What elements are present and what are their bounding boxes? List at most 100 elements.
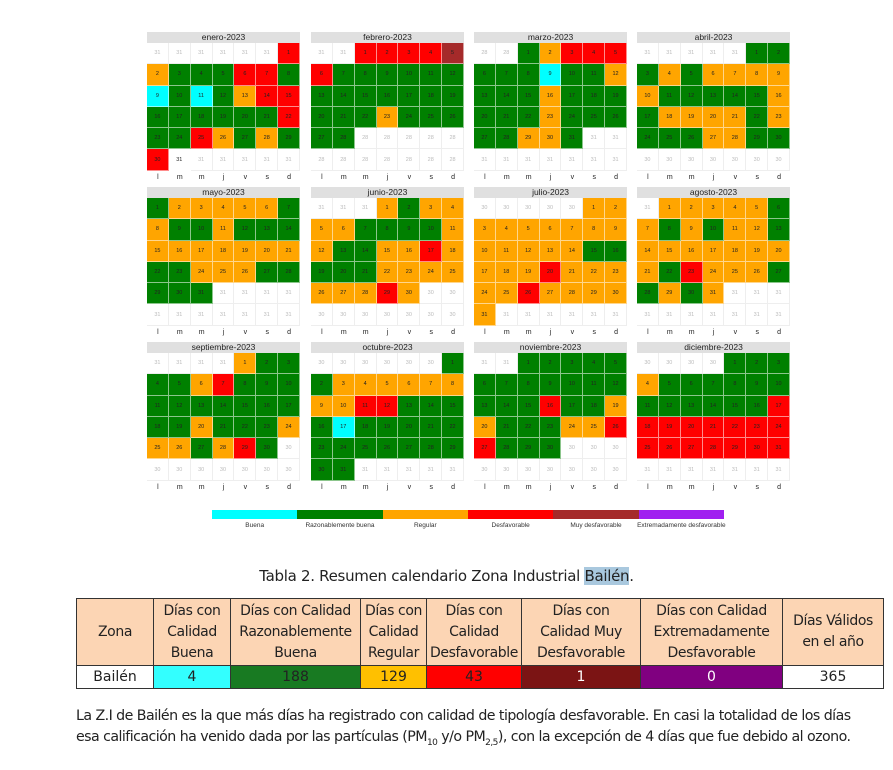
weekday-label: m bbox=[198, 328, 205, 336]
day-cell: 31 bbox=[474, 304, 496, 326]
empty-day-cell: 30 bbox=[583, 438, 606, 460]
day-cell: 24 bbox=[561, 106, 584, 129]
day-cell: 29 bbox=[746, 128, 769, 150]
day-cell: 16 bbox=[605, 240, 627, 262]
day-cell: 13 bbox=[680, 395, 703, 417]
day-cell: 10 bbox=[278, 374, 300, 396]
empty-day-cell: 31 bbox=[256, 283, 279, 305]
day-cell: 19 bbox=[376, 416, 399, 439]
day-cell: 11 bbox=[190, 85, 213, 107]
day-cell: 25 bbox=[724, 261, 747, 284]
day-cell: 9 bbox=[376, 64, 399, 86]
weekday-label: m bbox=[688, 173, 695, 181]
day-cell: 25 bbox=[442, 261, 464, 284]
day-cell: 26 bbox=[212, 128, 235, 150]
day-cell: 24 bbox=[702, 261, 725, 284]
day-cell: 15 bbox=[147, 240, 169, 262]
day-cell: 22 bbox=[354, 106, 377, 129]
weekday-label: v bbox=[243, 173, 248, 181]
day-cell: 20 bbox=[398, 416, 421, 439]
weekday-label: l bbox=[321, 328, 323, 336]
day-cell: 16 bbox=[539, 85, 562, 107]
month-panel: mayo-2023 1 2 3 4 5 6 7 8 9 10 11 12 13 14 15 16 17 18 19 20… bbox=[147, 187, 300, 336]
day-cell: 3 bbox=[637, 64, 659, 86]
weekday-label: v bbox=[243, 328, 248, 336]
legend-labels: Buena Razonablemente buena Regular Desfavor… bbox=[212, 519, 725, 531]
empty-day-cell: 30 bbox=[539, 198, 562, 220]
empty-day-cell: 31 bbox=[680, 43, 703, 65]
month-grid: 31 31 31 31 1 2 3 4 5 6 7 8 9 10 11 12 13 14 15 16 17 18 19 20 2… bbox=[147, 353, 300, 481]
day-cell: 25 bbox=[637, 438, 659, 460]
day-cell: 28 bbox=[561, 283, 584, 305]
day-cell: 27 bbox=[190, 438, 213, 460]
day-cell: 2 bbox=[168, 198, 191, 220]
day-cell: 24 bbox=[561, 416, 584, 439]
day-cell: 8 bbox=[583, 219, 606, 241]
empty-day-cell: 30 bbox=[398, 304, 421, 326]
month-grid: 30 30 30 30 1 2 3 4 5 6 7 8 9 10 11 12 13 14 15 16 17 18 19 20 2… bbox=[637, 353, 790, 481]
day-cell: 14 bbox=[637, 240, 659, 262]
day-cell: 19 bbox=[517, 261, 540, 284]
empty-day-cell: 28 bbox=[398, 149, 421, 171]
day-cell: 11 bbox=[637, 395, 659, 417]
day-cell: 16 bbox=[311, 416, 333, 439]
day-cell: 8 bbox=[517, 64, 540, 86]
day-cell: 9 bbox=[680, 219, 703, 241]
day-cell: 9 bbox=[147, 85, 169, 107]
day-cell: 12 bbox=[517, 240, 540, 262]
day-cell: 19 bbox=[605, 85, 627, 107]
day-cell: 24 bbox=[398, 106, 421, 129]
empty-day-cell: 31 bbox=[561, 304, 584, 326]
day-cell: 4 bbox=[583, 43, 606, 65]
day-cell: 7 bbox=[724, 64, 747, 86]
month-panel: julio-2023 30 30 30 30 30 1 2 3 4 5 6 7 8 9 10 11 12 13 14 1… bbox=[474, 187, 627, 336]
month-panel: agosto-2023 31 1 2 3 4 5 6 7 8 9 10 11 12 13 14 15 16 17 18… bbox=[637, 187, 790, 336]
empty-day-cell: 28 bbox=[354, 128, 377, 150]
day-cell: 15 bbox=[354, 85, 377, 107]
day-cell: 19 bbox=[658, 416, 681, 439]
day-cell: 1 bbox=[354, 43, 377, 65]
day-cell: 13 bbox=[702, 85, 725, 107]
day-cell: 25 bbox=[420, 106, 443, 129]
empty-day-cell: 31 bbox=[234, 304, 257, 326]
day-cell: 17 bbox=[398, 85, 421, 107]
empty-day-cell: 31 bbox=[724, 459, 747, 481]
column-header: Días con Calidad Extremadamente Desfavorab… bbox=[640, 598, 783, 666]
weekday-label: s bbox=[592, 328, 596, 336]
day-cell: 4 bbox=[583, 353, 606, 375]
empty-day-cell: 28 bbox=[398, 128, 421, 150]
day-cell: 30 bbox=[746, 438, 769, 460]
day-cell: 30 bbox=[768, 128, 790, 150]
legend-label: Buena bbox=[245, 522, 265, 529]
weekday-label: m bbox=[525, 483, 532, 491]
day-cell: 13 bbox=[234, 85, 257, 107]
empty-day-cell: 31 bbox=[420, 459, 443, 481]
day-cell: 25 bbox=[212, 261, 235, 284]
empty-day-cell: 30 bbox=[332, 353, 355, 375]
table-cell: 129 bbox=[360, 665, 427, 689]
empty-day-cell: 30 bbox=[256, 459, 279, 481]
weekday-label: j bbox=[549, 328, 552, 336]
day-cell: 23 bbox=[605, 261, 627, 284]
day-cell: 18 bbox=[583, 85, 606, 107]
day-cell: 1 bbox=[234, 353, 257, 375]
empty-day-cell: 31 bbox=[234, 283, 257, 305]
month-title: junio-2023 bbox=[311, 187, 464, 198]
day-cell: 29 bbox=[724, 438, 747, 460]
weekday-label: m bbox=[198, 173, 205, 181]
day-cell: 27 bbox=[680, 438, 703, 460]
empty-day-cell: 28 bbox=[420, 149, 443, 171]
weekday-label: j bbox=[549, 483, 552, 491]
weekday-label: d bbox=[777, 173, 782, 181]
day-cell: 6 bbox=[539, 219, 562, 241]
day-cell: 6 bbox=[332, 219, 355, 241]
day-cell: 8 bbox=[354, 64, 377, 86]
day-cell: 21 bbox=[495, 106, 518, 129]
day-cell: 1 bbox=[517, 353, 540, 375]
day-cell: 25 bbox=[583, 106, 606, 129]
day-cell: 14 bbox=[354, 240, 377, 262]
day-cell: 14 bbox=[561, 240, 584, 262]
day-cell: 20 bbox=[190, 416, 213, 439]
empty-day-cell: 31 bbox=[190, 304, 213, 326]
